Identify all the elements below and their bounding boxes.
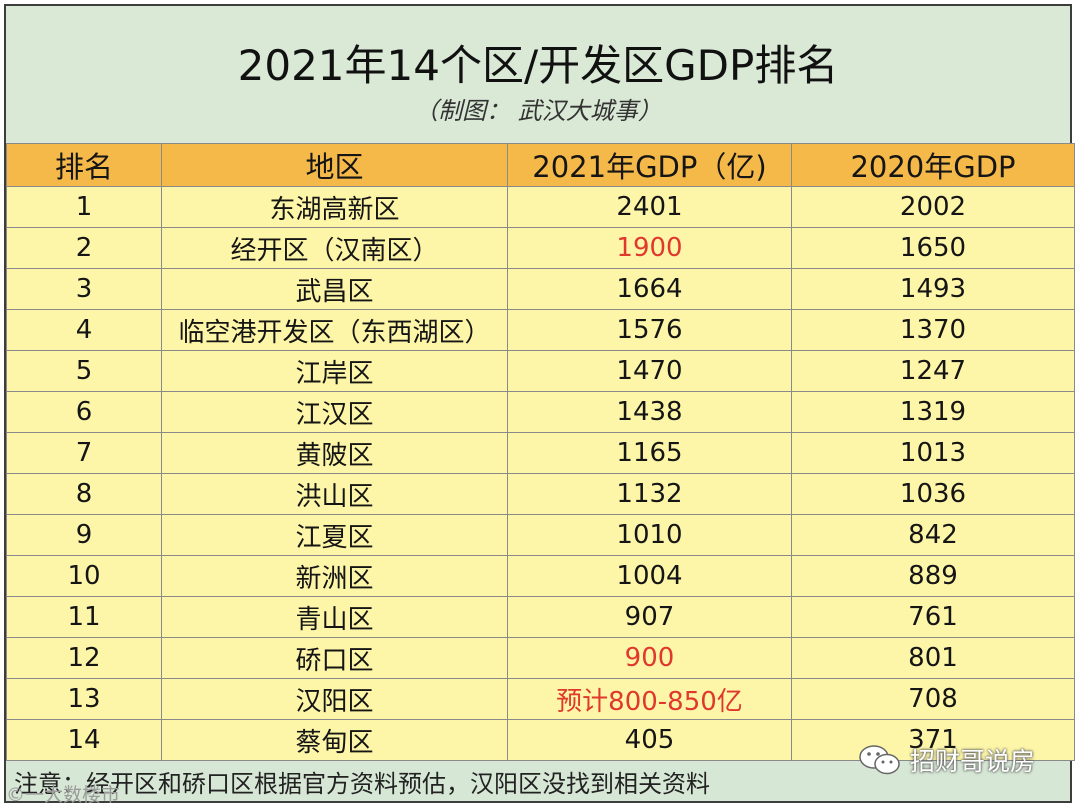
wechat-icon xyxy=(859,745,900,775)
cell-rank: 6 xyxy=(6,391,162,433)
cell-gdp-2020: 2002 xyxy=(791,186,1075,228)
title-area: 2021年14个区/开发区GDP排名 （制图： 武汉大城事） xyxy=(6,6,1070,143)
cell-gdp-2021: 2401 xyxy=(507,186,792,228)
cell-gdp-2020: 842 xyxy=(791,514,1075,556)
cell-rank: 10 xyxy=(6,555,162,597)
cell-gdp-2020: 1370 xyxy=(791,309,1075,351)
gdp-ranking-sheet: 2021年14个区/开发区GDP排名 （制图： 武汉大城事） 排名 地区 202… xyxy=(4,4,1075,803)
cell-region: 临空港开发区（东西湖区） xyxy=(161,309,508,351)
cell-rank: 14 xyxy=(6,719,162,761)
table-row: 8 洪山区 1132 1036 xyxy=(6,473,1075,515)
cell-gdp-2020: 1247 xyxy=(791,350,1075,392)
cell-rank: 2 xyxy=(6,227,162,269)
footnote: 注意：经开区和硚口区根据官方资料预估，汉阳区没找到相关资料 xyxy=(14,770,710,798)
cell-gdp-2021: 1165 xyxy=(507,432,792,474)
cell-gdp-2021: 预计800-850亿 xyxy=(507,678,792,720)
table-header-row: 排名 地区 2021年GDP（亿) 2020年GDP xyxy=(6,143,1075,187)
cell-gdp-2020: 1319 xyxy=(791,391,1075,433)
cell-gdp-2020: 889 xyxy=(791,555,1075,597)
cell-rank: 13 xyxy=(6,678,162,720)
watermark-right: 招财哥说房 xyxy=(858,740,1035,780)
table-row: 12 硚口区 900 801 xyxy=(6,637,1075,679)
cell-region: 东湖高新区 xyxy=(161,186,508,228)
cell-gdp-2020: 1650 xyxy=(791,227,1075,269)
cell-gdp-2021: 1470 xyxy=(507,350,792,392)
table-row: 14 蔡甸区 405 371 xyxy=(6,719,1075,761)
cell-region: 经开区（汉南区） xyxy=(161,227,508,269)
table-row: 1 东湖高新区 2401 2002 xyxy=(6,186,1075,228)
cell-rank: 11 xyxy=(6,596,162,638)
table-row: 3 武昌区 1664 1493 xyxy=(6,268,1075,310)
table-row: 6 江汉区 1438 1319 xyxy=(6,391,1075,433)
cell-region: 蔡甸区 xyxy=(161,719,508,761)
cell-gdp-2021: 907 xyxy=(507,596,792,638)
cell-gdp-2020: 761 xyxy=(791,596,1075,638)
cell-region: 江汉区 xyxy=(161,391,508,433)
column-header-region: 地区 xyxy=(161,143,508,187)
cell-gdp-2020: 371 xyxy=(791,719,1075,761)
cell-gdp-2020: 1493 xyxy=(791,268,1075,310)
cell-region: 黄陂区 xyxy=(161,432,508,474)
cell-region: 新洲区 xyxy=(161,555,508,597)
cell-gdp-2020: 801 xyxy=(791,637,1075,679)
cell-region: 洪山区 xyxy=(161,473,508,515)
cell-rank: 5 xyxy=(6,350,162,392)
table-row: 10 新洲区 1004 889 xyxy=(6,555,1075,597)
cell-rank: 4 xyxy=(6,309,162,351)
cell-gdp-2021: 1576 xyxy=(507,309,792,351)
cell-gdp-2020: 708 xyxy=(791,678,1075,720)
cell-rank: 1 xyxy=(6,186,162,228)
watermark-left: ©一大数楼市 xyxy=(6,784,121,806)
cell-rank: 8 xyxy=(6,473,162,515)
column-header-rank: 排名 xyxy=(6,143,162,187)
gdp-table: 排名 地区 2021年GDP（亿) 2020年GDP 1 东湖高新区 2401 … xyxy=(6,143,1075,761)
cell-rank: 7 xyxy=(6,432,162,474)
table-row: 9 江夏区 1010 842 xyxy=(6,514,1075,556)
table-row: 11 青山区 907 761 xyxy=(6,596,1075,638)
column-header-gdp-2020: 2020年GDP xyxy=(791,143,1075,187)
cell-region: 武昌区 xyxy=(161,268,508,310)
cell-gdp-2021: 900 xyxy=(507,637,792,679)
cell-gdp-2021: 1010 xyxy=(507,514,792,556)
table-row: 4 临空港开发区（东西湖区） 1576 1370 xyxy=(6,309,1075,351)
column-header-gdp-2021: 2021年GDP（亿) xyxy=(507,143,792,187)
cell-gdp-2021: 1664 xyxy=(507,268,792,310)
cell-rank: 12 xyxy=(6,637,162,679)
cell-rank: 3 xyxy=(6,268,162,310)
watermark-right-text: 招财哥说房 xyxy=(910,747,1036,776)
table-row: 13 汉阳区 预计800-850亿 708 xyxy=(6,678,1075,720)
cell-gdp-2021: 1004 xyxy=(507,555,792,597)
cell-region: 青山区 xyxy=(161,596,508,638)
cell-region: 硚口区 xyxy=(161,637,508,679)
cell-gdp-2021: 405 xyxy=(507,719,792,761)
cell-gdp-2020: 1013 xyxy=(791,432,1075,474)
cell-gdp-2021: 1900 xyxy=(507,227,792,269)
cell-region: 江岸区 xyxy=(161,350,508,392)
cell-gdp-2021: 1438 xyxy=(507,391,792,433)
page-subtitle: （制图： 武汉大城事） xyxy=(414,97,662,125)
table-row: 7 黄陂区 1165 1013 xyxy=(6,432,1075,474)
table-row: 5 江岸区 1470 1247 xyxy=(6,350,1075,392)
cell-region: 汉阳区 xyxy=(161,678,508,720)
cell-region: 江夏区 xyxy=(161,514,508,556)
cell-rank: 9 xyxy=(6,514,162,556)
table-row: 2 经开区（汉南区） 1900 1650 xyxy=(6,227,1075,269)
cell-gdp-2020: 1036 xyxy=(791,473,1075,515)
cell-gdp-2021: 1132 xyxy=(507,473,792,515)
page-title: 2021年14个区/开发区GDP排名 xyxy=(237,41,839,90)
